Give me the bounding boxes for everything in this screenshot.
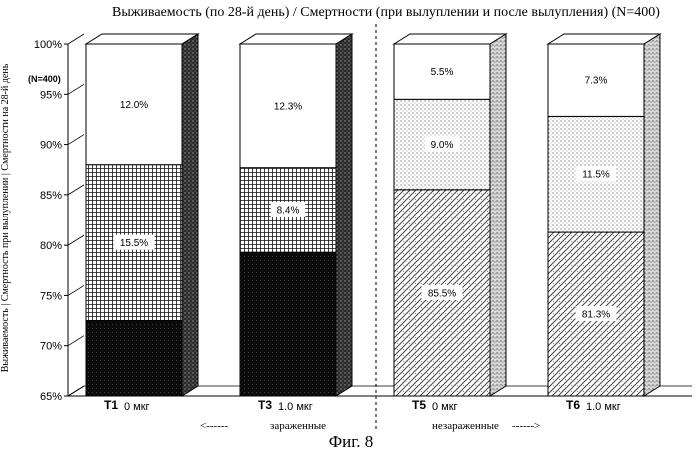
bar-side-face <box>644 34 660 396</box>
y-tick-label: 95% <box>40 89 62 101</box>
bar-side-face <box>336 34 352 396</box>
y-tick-depth <box>68 84 84 94</box>
bar-stack: 85.5% 9.0% 5.5% <box>394 34 506 396</box>
bar-hatch-mortality-label: 9.0% <box>431 140 454 151</box>
x-category-dose: 0 мкг <box>124 401 150 413</box>
y-tick-depth <box>68 386 84 396</box>
y-tick-depth <box>68 34 84 44</box>
y-tick-label: 85% <box>40 190 62 202</box>
y-tick-label: 70% <box>40 341 62 353</box>
bar-post-mortality-label: 12.0% <box>120 100 148 111</box>
bar-survival-label: 81.3% <box>582 310 610 321</box>
bar-survival <box>86 321 182 396</box>
bar-top-face <box>394 34 506 44</box>
bar-top-face <box>86 34 198 44</box>
bar-stack: 8.4% 12.3% <box>240 34 352 396</box>
bar-side-face <box>182 34 198 396</box>
group-label-uninfected: незараженные <box>432 420 499 432</box>
bar-hatch-mortality-label: 11.5% <box>582 170 610 181</box>
bar-top-face <box>240 34 352 44</box>
group-arrow-left: <------ <box>200 420 229 432</box>
bar-stack: 15.5% 12.0% <box>86 34 198 396</box>
x-category-dose: 1.0 мкг <box>278 401 313 413</box>
y-tick-label: 65% <box>40 391 62 403</box>
y-tick-depth <box>68 336 84 346</box>
x-category-dose: 0 мкг <box>432 401 458 413</box>
x-labels: T1 0 мкг T3 1.0 мкг T5 0 мкг T6 1.0 мкг <box>104 398 621 413</box>
x-category-code: T6 <box>566 398 580 412</box>
bar-side-face <box>490 34 506 396</box>
y-tick-depth <box>68 235 84 245</box>
y-axis-label: Выживаемость | Смертность при вылуплении… <box>0 63 11 372</box>
bar-post-mortality-label: 5.5% <box>431 67 454 78</box>
y-tick-depth <box>68 185 84 195</box>
y-tick-label: 75% <box>40 290 62 302</box>
x-category-code: T5 <box>412 398 426 412</box>
bar-hatch-mortality-label: 8.4% <box>277 205 300 216</box>
n-label: (N=400) <box>28 74 61 84</box>
y-tick-label: 90% <box>40 140 62 152</box>
y-tick-label: 100% <box>34 39 62 51</box>
y-tick-label: 80% <box>40 240 62 252</box>
bar-survival-label: 85.5% <box>428 288 456 299</box>
figure-caption: Фиг. 8 <box>329 432 374 451</box>
group-label-infected: зараженные <box>270 420 326 432</box>
group-arrow-right: ------> <box>512 420 540 432</box>
bar-hatch-mortality-label: 15.5% <box>120 238 148 249</box>
y-tick-depth <box>68 285 84 295</box>
x-category-code: T3 <box>258 398 272 412</box>
x-category-dose: 1.0 мкг <box>586 401 621 413</box>
bar-post-mortality-label: 7.3% <box>585 76 608 87</box>
group-labels: <------ зараженные незараженные ------> <box>200 420 540 432</box>
bar-stack: 81.3% 11.5% 7.3% <box>548 34 660 396</box>
bars: 15.5% 12.0% 8.4% 12.3% 85.5% 9.0% 5.5% 81.3% 11.… <box>86 34 660 396</box>
x-category-code: T1 <box>104 398 118 412</box>
bar-survival <box>240 252 336 396</box>
y-ticks: 65% 70% 75% 80% 85% 90% 95% 100% <box>34 34 84 403</box>
bar-post-mortality-label: 12.3% <box>274 101 302 112</box>
y-tick-depth <box>68 135 84 145</box>
bar-top-face <box>548 34 660 44</box>
chart-title: Выживаемость (по 28-й день) / Смертности… <box>112 5 660 20</box>
